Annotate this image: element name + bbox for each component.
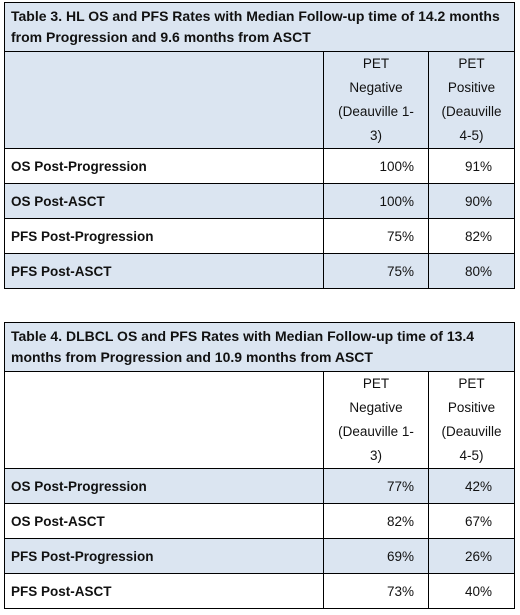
row-label: OS Post-ASCT bbox=[4, 183, 324, 219]
row-label: PFS Post-Progression bbox=[4, 538, 324, 574]
header-line: PET bbox=[458, 56, 485, 71]
row-label: PFS Post-ASCT bbox=[4, 253, 324, 289]
header-pet-negative: PET Negative (Deauville 1- 3) bbox=[323, 51, 429, 149]
cell-pet-negative: 75% bbox=[323, 218, 429, 254]
header-line: (Deauville bbox=[441, 104, 502, 119]
header-pet-positive: PET Positive (Deauville 4-5) bbox=[428, 51, 515, 149]
table-row: PFS Post-Progression 75% 82% bbox=[4, 218, 515, 254]
table-title: Table 3. HL OS and PFS Rates with Median… bbox=[4, 2, 515, 52]
table-row: OS Post-ASCT 82% 67% bbox=[4, 503, 516, 539]
header-line: Positive bbox=[447, 80, 496, 95]
header-line: (Deauville 1- bbox=[338, 104, 414, 119]
cell-pet-negative: 75% bbox=[323, 253, 429, 289]
table-header-row: PET Negative (Deauville 1- 3) PET Positi… bbox=[4, 51, 515, 149]
cell-pet-negative: 100% bbox=[323, 148, 429, 184]
cell-pet-positive: 90% bbox=[428, 183, 515, 219]
table-row: OS Post-ASCT 100% 90% bbox=[4, 183, 515, 219]
header-line: 4-5) bbox=[459, 448, 484, 463]
row-label: OS Post-ASCT bbox=[4, 503, 324, 539]
header-line: 4-5) bbox=[459, 128, 484, 143]
header-line: (Deauville 1- bbox=[338, 424, 414, 439]
cell-pet-positive: 82% bbox=[428, 218, 515, 254]
header-line: 3) bbox=[369, 448, 382, 463]
table-3: Table 3. HL OS and PFS Rates with Median… bbox=[4, 2, 515, 289]
header-line: (Deauville bbox=[441, 424, 502, 439]
cell-pet-positive: 91% bbox=[428, 148, 515, 184]
cell-pet-positive: 42% bbox=[427, 468, 516, 504]
header-line: 3) bbox=[369, 128, 382, 143]
table-4: Table 4. DLBCL OS and PFS Rates with Med… bbox=[3, 322, 516, 609]
header-empty-cell bbox=[4, 51, 324, 149]
row-label: PFS Post-ASCT bbox=[4, 573, 324, 609]
cell-pet-negative: 69% bbox=[323, 538, 429, 574]
cell-pet-positive: 80% bbox=[428, 253, 515, 289]
cell-pet-positive: 26% bbox=[427, 538, 516, 574]
header-line: PET bbox=[362, 56, 390, 71]
cell-pet-negative: 73% bbox=[323, 573, 429, 609]
row-label: OS Post-Progression bbox=[4, 468, 324, 504]
row-label: PFS Post-Progression bbox=[4, 218, 324, 254]
cell-pet-negative: 82% bbox=[323, 503, 429, 539]
header-line: Negative bbox=[349, 80, 403, 95]
cell-pet-positive: 40% bbox=[427, 573, 516, 609]
header-line: Negative bbox=[349, 400, 403, 415]
table-row: OS Post-Progression 100% 91% bbox=[4, 148, 515, 184]
table-row: PFS Post-Progression 69% 26% bbox=[4, 538, 516, 574]
header-line: PET bbox=[458, 376, 485, 391]
header-empty-cell bbox=[4, 371, 324, 469]
table-title-row: Table 3. HL OS and PFS Rates with Median… bbox=[4, 2, 515, 52]
table-header-row: PET Negative (Deauville 1- 3) PET Positi… bbox=[4, 371, 516, 469]
table-row: PFS Post-ASCT 73% 40% bbox=[4, 573, 516, 609]
table-title-row: Table 4. DLBCL OS and PFS Rates with Med… bbox=[3, 322, 516, 372]
cell-pet-positive: 67% bbox=[427, 503, 516, 539]
cell-pet-negative: 77% bbox=[323, 468, 429, 504]
table-row: OS Post-Progression 77% 42% bbox=[4, 468, 516, 504]
table-row: PFS Post-ASCT 75% 80% bbox=[4, 253, 515, 289]
header-line: PET bbox=[362, 376, 390, 391]
row-label: OS Post-Progression bbox=[4, 148, 324, 184]
header-line: Positive bbox=[447, 400, 496, 415]
header-pet-positive: PET Positive (Deauville 4-5) bbox=[427, 371, 516, 469]
table-title: Table 4. DLBCL OS and PFS Rates with Med… bbox=[3, 322, 516, 372]
cell-pet-negative: 100% bbox=[323, 183, 429, 219]
header-pet-negative: PET Negative (Deauville 1- 3) bbox=[323, 371, 429, 469]
